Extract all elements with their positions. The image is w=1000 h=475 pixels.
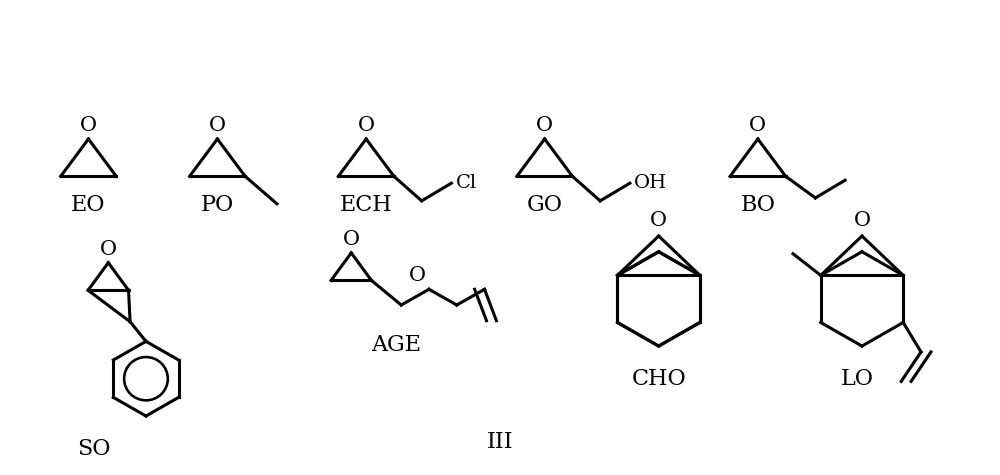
Text: III: III	[487, 431, 513, 453]
Text: O: O	[536, 116, 553, 135]
Text: CHO: CHO	[631, 368, 686, 390]
Text: O: O	[409, 266, 426, 285]
Text: AGE: AGE	[371, 334, 421, 357]
Text: BO: BO	[740, 194, 775, 216]
Text: LO: LO	[841, 368, 874, 390]
Text: O: O	[853, 211, 870, 230]
Text: SO: SO	[77, 437, 110, 460]
Text: Cl: Cl	[455, 174, 477, 192]
Text: O: O	[209, 116, 226, 135]
Text: OH: OH	[634, 174, 667, 192]
Text: ECH: ECH	[340, 194, 393, 216]
Text: O: O	[358, 116, 375, 135]
Text: O: O	[650, 211, 667, 230]
Text: O: O	[80, 116, 97, 135]
Text: O: O	[343, 230, 360, 249]
Text: O: O	[749, 116, 766, 135]
Text: EO: EO	[71, 194, 106, 216]
Text: O: O	[100, 240, 117, 259]
Text: PO: PO	[201, 194, 234, 216]
Text: GO: GO	[527, 194, 563, 216]
